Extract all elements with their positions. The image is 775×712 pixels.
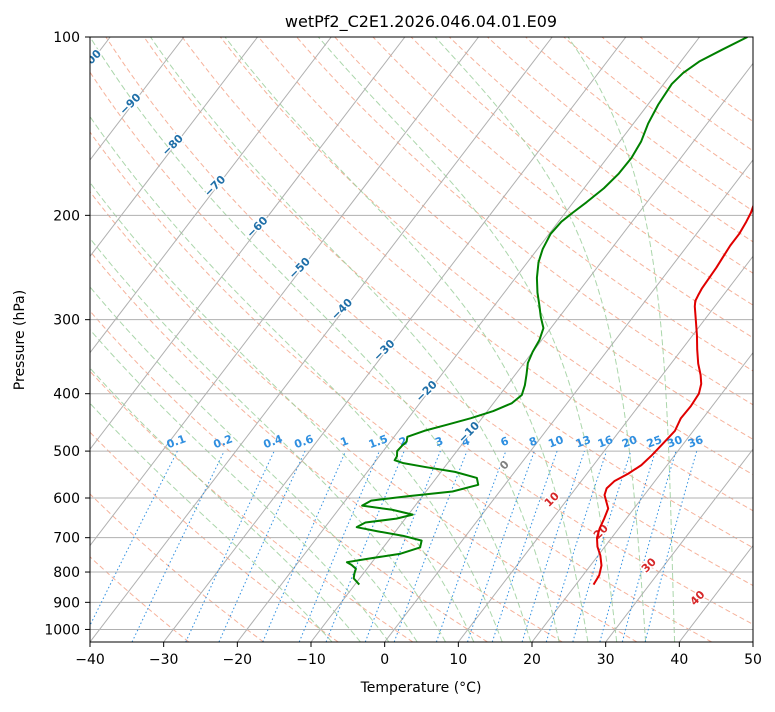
mixing-ratio-label: 8 [527,434,539,449]
x-tick-label: −30 [149,652,179,668]
moist-adiabat [90,115,503,642]
isotherm-line [90,37,332,354]
isotherm-line [90,37,185,161]
mixing-ratio-label: 0.1 [165,432,188,451]
mixing-ratio-label: 30 [665,433,684,451]
x-axis-label: Temperature (°C) [360,680,482,696]
moist-adiabat [150,37,560,642]
temperature-profile-line [592,203,753,586]
dry-adiabat [90,250,563,642]
mixing-ratio-label: 2 [397,434,409,449]
mixing-ratio-line [644,450,698,642]
x-tick-label: 0 [380,652,389,668]
mixing-ratio-label: 20 [620,433,639,451]
mixing-ratio-label: 3 [433,434,445,449]
isotherm-line [605,448,753,642]
mixing-ratio-line [572,450,632,642]
isotherm-line [90,37,406,450]
mixing-ratio-label: 1 [339,434,351,449]
x-tick-label: 20 [523,652,541,668]
dry-adiabat [90,493,264,642]
moist-adiabat [434,37,647,642]
mixing-ratio-line [364,450,441,642]
isotherm-line [236,37,700,642]
mixing-ratio-line [90,450,178,627]
mixing-ratio-label: 0.2 [212,432,235,451]
mixing-ratio-line [435,450,507,642]
mixing-ratio-line [393,450,468,642]
chart-title: wetPf2_C2E1.2026.046.04.01.E09 [285,12,557,32]
mixing-ratio-label: 1.5 [367,432,390,451]
mixing-ratio-line [467,450,535,642]
mixing-ratio-line [491,450,558,642]
dry-adiabat [181,37,753,512]
moist-adiabat [318,37,618,642]
moist-adiabat [90,237,446,642]
x-tick-label: 50 [744,652,762,668]
mixing-ratio-label: 6 [499,434,511,449]
mixing-ratio-line [298,450,380,642]
isotherm-line [90,37,479,547]
x-tick-label: −10 [296,652,326,668]
moist-adiabat [90,402,333,642]
y-tick-label: 200 [53,208,80,224]
x-tick-label: 40 [670,652,688,668]
moist-adiabat [90,328,390,642]
isotherm-line [457,255,753,642]
x-tick-label: 10 [449,652,467,668]
mixing-ratio-line [599,450,656,642]
x-tick-label: 30 [597,652,615,668]
dry-adiabat [90,556,190,642]
mixing-ratio-label: 4 [460,434,472,449]
isotherm-line [90,37,258,258]
y-tick-label: 500 [53,444,80,460]
mixing-ratio-label: 13 [574,433,593,450]
y-tick-label: 600 [53,491,80,507]
mixing-ratio-line [262,450,347,642]
isotherm-line [90,37,553,642]
moist-adiabat [224,37,589,642]
moist-adiabat [90,181,475,642]
dry-adiabat [143,37,753,549]
y-axis-label: Pressure (hPa) [12,290,28,390]
dry-adiabat [257,37,753,440]
dry-adiabat [90,190,638,642]
mixing-ratio-label: 10 [546,433,565,451]
y-tick-label: 700 [53,531,80,547]
mixing-ratio-line [218,450,306,642]
x-tick-label: −40 [75,652,105,668]
isotherm-line [310,62,753,642]
mixing-ratio-line [545,450,608,642]
y-tick-label: 900 [53,595,80,611]
isotherm-line [531,351,753,642]
x-tick-label: −20 [223,652,253,668]
y-tick-label: 400 [53,387,80,403]
mixing-ratio-line [521,450,585,642]
moist-adiabat [567,37,676,642]
y-tick-label: 300 [53,313,80,329]
dry-adiabat [296,37,753,406]
y-tick-label: 100 [53,30,80,46]
isotherm-line [163,37,627,642]
mixing-ratio-label: 16 [596,433,615,451]
mixing-ratio-line [325,450,405,642]
dewpoint-profile-line [345,37,748,586]
mixing-ratio-label: 25 [645,433,664,450]
dry-adiabat [90,310,488,642]
y-tick-label: 800 [53,565,80,581]
mixing-ratio-label: 0.4 [262,432,285,451]
y-tick-label: 1000 [44,622,80,638]
dry-adiabat [90,431,339,642]
plot-frame [89,36,754,643]
mixing-ratio-label: 36 [686,433,705,451]
isotherm-line [384,159,753,642]
mixing-ratio-label: 0.6 [292,432,315,451]
mixing-ratio-line [621,450,677,642]
dry-adiabat [90,131,712,642]
